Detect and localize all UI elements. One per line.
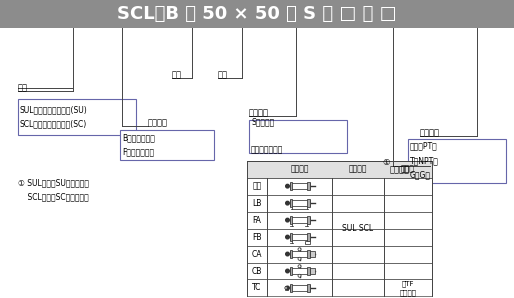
Bar <box>309 268 315 274</box>
Bar <box>289 183 309 189</box>
Text: 鎖具位置: 鎖具位置 <box>148 118 168 127</box>
Bar <box>247 246 432 263</box>
Circle shape <box>298 248 301 251</box>
Bar <box>289 182 292 190</box>
Bar <box>247 229 432 246</box>
Text: CA: CA <box>252 249 262 259</box>
Bar <box>247 178 432 195</box>
Bar <box>0 0 514 28</box>
Bar <box>309 251 315 257</box>
Bar <box>285 286 287 290</box>
Bar <box>289 234 309 240</box>
Bar <box>247 263 432 280</box>
Bar <box>307 267 309 275</box>
Bar <box>289 216 292 224</box>
Text: 固定型式: 固定型式 <box>390 165 410 174</box>
Bar <box>120 130 214 160</box>
Text: CB: CB <box>252 266 262 276</box>
Text: 牙型代碼: 牙型代碼 <box>420 128 440 137</box>
Circle shape <box>298 265 301 268</box>
Text: 缸徑: 缸徑 <box>172 70 182 79</box>
Bar <box>289 250 292 258</box>
Bar <box>289 200 309 206</box>
Bar <box>289 284 292 292</box>
Circle shape <box>298 257 301 260</box>
Text: LB: LB <box>252 199 262 208</box>
Text: S：附磁石

空白：不附磁石: S：附磁石 空白：不附磁石 <box>251 117 283 154</box>
Bar <box>247 280 432 297</box>
Bar <box>247 161 432 178</box>
Circle shape <box>286 269 289 273</box>
Bar <box>289 285 309 291</box>
Bar <box>307 199 309 207</box>
Text: ① SUL附件與SU系列通用；
    SCL附件與SC系列通用。: ① SUL附件與SU系列通用； SCL附件與SC系列通用。 <box>18 178 89 201</box>
Text: TC: TC <box>252 283 262 292</box>
Text: 磁石代號: 磁石代號 <box>249 108 269 117</box>
Bar <box>18 99 136 135</box>
Text: SUL：標準復動附鎖型(SU)
SCL：標準復動附鎖型(SC): SUL：標準復動附鎖型(SU) SCL：標準復動附鎖型(SC) <box>20 105 88 128</box>
Text: FB: FB <box>252 232 262 242</box>
Bar <box>289 217 309 223</box>
Bar <box>307 216 309 224</box>
Circle shape <box>286 201 289 205</box>
Text: 空白: 空白 <box>252 182 262 191</box>
Bar <box>247 195 432 212</box>
Circle shape <box>286 286 289 290</box>
Bar <box>247 212 432 229</box>
Text: 空白：PT牙
T：NPT牙
G：G牙: 空白：PT牙 T：NPT牙 G：G牙 <box>410 142 439 180</box>
Circle shape <box>298 274 301 277</box>
Bar <box>289 199 292 207</box>
Bar <box>307 233 309 241</box>
Text: SCL－B － 50 × 50 － S － □ － □: SCL－B － 50 × 50 － S － □ － □ <box>117 5 397 23</box>
Bar <box>307 182 309 190</box>
Circle shape <box>286 252 289 256</box>
Text: 與TF
配合使用: 與TF 配合使用 <box>399 280 416 296</box>
Text: FA: FA <box>252 215 262 225</box>
Text: 行程: 行程 <box>218 70 228 79</box>
Circle shape <box>285 287 287 289</box>
Bar <box>289 251 309 257</box>
Bar <box>249 120 347 153</box>
Bar <box>304 241 309 244</box>
Bar <box>289 267 292 275</box>
Text: ①: ① <box>382 158 390 167</box>
Text: B：後蓋附鎖型
F：前蓋附鎖型: B：後蓋附鎖型 F：前蓋附鎖型 <box>122 133 155 156</box>
Bar <box>307 284 309 292</box>
Circle shape <box>286 235 289 239</box>
Text: 型號: 型號 <box>18 83 28 92</box>
Bar <box>289 233 292 241</box>
Bar <box>289 268 309 274</box>
Circle shape <box>286 218 289 222</box>
Text: 適用系列: 適用系列 <box>349 165 367 174</box>
Bar <box>408 139 506 183</box>
Circle shape <box>286 184 289 188</box>
Bar <box>307 250 309 258</box>
Text: SUL SCL: SUL SCL <box>342 224 374 233</box>
Text: 備　注: 備 注 <box>401 165 415 174</box>
Text: 固定型式: 固定型式 <box>290 165 309 174</box>
